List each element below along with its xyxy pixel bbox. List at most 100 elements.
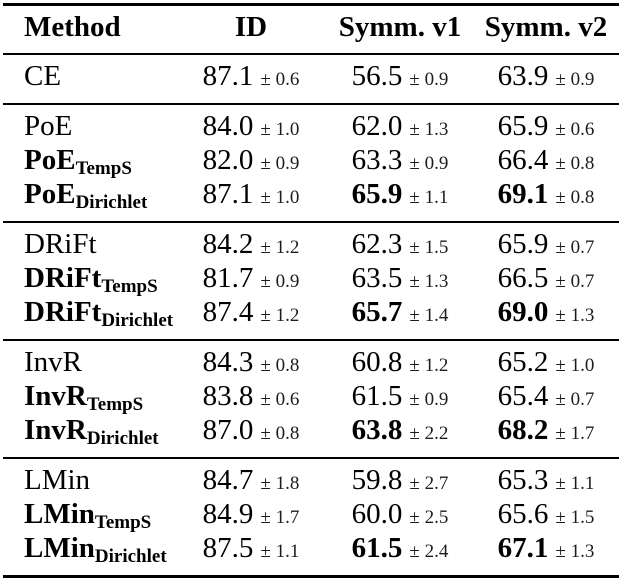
std-dev: ± 0.9 — [409, 389, 449, 410]
method-subscript: TempS — [75, 158, 132, 179]
col-header-method: Method — [24, 11, 121, 43]
std-dev: ± 0.6 — [260, 69, 300, 90]
col-header-symm-v2: Symm. v2 — [484, 11, 608, 43]
method-cell: LMin — [3, 458, 175, 499]
value-cell: 61.5 ± 0.9 — [327, 381, 473, 415]
metric-value: 62.0 — [351, 110, 403, 142]
metric-value: 65.9 — [497, 228, 549, 260]
method-label: DRiFt — [24, 262, 102, 294]
method-label: LMin — [24, 464, 91, 496]
metric-value: 87.4 — [202, 296, 254, 328]
std-dev: ± 0.9 — [409, 153, 449, 174]
metric-value: 62.3 — [351, 228, 403, 260]
std-dev: ± 1.1 — [260, 541, 300, 562]
value-cell: 62.0 ± 1.3 — [327, 104, 473, 145]
table-row: DRiFtTempS 81.7 ± 0.9 63.5 ± 1.3 66.5 ± 0.7 — [3, 263, 619, 297]
header-row: Method ID Symm. v1 Symm. v2 — [3, 5, 619, 55]
method-subscript: Dirichlet — [86, 428, 159, 449]
table-row: InvRTempS 83.8 ± 0.6 61.5 ± 0.9 65.4 ± 0.7 — [3, 381, 619, 415]
std-dev: ± 0.6 — [260, 389, 300, 410]
std-dev: ± 0.8 — [555, 153, 595, 174]
col-header-symm-v1: Symm. v1 — [338, 11, 462, 43]
value-cell: 65.3 ± 1.1 — [473, 458, 619, 499]
value-cell: 87.5 ± 1.1 — [175, 533, 327, 577]
method-cell: InvR — [3, 340, 175, 381]
value-cell: 65.9 ± 1.1 — [327, 179, 473, 222]
value-cell: 84.2 ± 1.2 — [175, 222, 327, 263]
metric-value: 84.3 — [202, 346, 254, 378]
value-cell: 63.8 ± 2.2 — [327, 415, 473, 458]
std-dev: ± 0.8 — [555, 187, 595, 208]
table-row: PoETempS 82.0 ± 0.9 63.3 ± 0.9 66.4 ± 0.8 — [3, 145, 619, 179]
table-group: PoE 84.0 ± 1.0 62.0 ± 1.3 65.9 ± 0.6 PoETempS 82… — [3, 104, 619, 222]
std-dev: ± 1.3 — [409, 271, 449, 292]
table-row: LMinDirichlet 87.5 ± 1.1 61.5 ± 2.4 67.1 ± 1.3 — [3, 533, 619, 577]
method-subscript: TempS — [86, 394, 144, 415]
value-cell: 87.4 ± 1.2 — [175, 297, 327, 340]
table-row: InvRDirichlet 87.0 ± 0.8 63.8 ± 2.2 68.2 ± 1.7 — [3, 415, 619, 458]
method-cell: LMinTempS — [3, 499, 175, 533]
metric-value: 81.7 — [202, 262, 254, 294]
metric-value: 60.8 — [351, 346, 403, 378]
std-dev: ± 0.9 — [260, 153, 300, 174]
value-cell: 60.0 ± 2.5 — [327, 499, 473, 533]
value-cell: 67.1 ± 1.3 — [473, 533, 619, 577]
metric-value: 66.5 — [497, 262, 549, 294]
std-dev: ± 0.8 — [260, 423, 300, 444]
value-cell: 81.7 ± 0.9 — [175, 263, 327, 297]
metric-value: 84.2 — [202, 228, 254, 260]
metric-value: 87.1 — [202, 60, 254, 92]
std-dev: ± 0.6 — [555, 119, 595, 140]
metric-value: 61.5 — [351, 380, 403, 412]
table-group: DRiFt 84.2 ± 1.2 62.3 ± 1.5 65.9 ± 0.7 DRiFtTem… — [3, 222, 619, 340]
method-cell: PoE — [3, 104, 175, 145]
table-row: DRiFt 84.2 ± 1.2 62.3 ± 1.5 65.9 ± 0.7 — [3, 222, 619, 263]
metric-value: 65.9 — [351, 178, 403, 210]
method-cell: LMinDirichlet — [3, 533, 175, 577]
metric-value: 84.0 — [202, 110, 254, 142]
value-cell: 87.1 ± 0.6 — [175, 54, 327, 104]
std-dev: ± 1.1 — [409, 187, 449, 208]
metric-value: 67.1 — [497, 532, 549, 564]
std-dev: ± 2.2 — [409, 423, 449, 444]
metric-value: 65.9 — [497, 110, 549, 142]
table-row: PoE 84.0 ± 1.0 62.0 ± 1.3 65.9 ± 0.6 — [3, 104, 619, 145]
method-cell: PoEDirichlet — [3, 179, 175, 222]
std-dev: ± 1.0 — [260, 119, 300, 140]
metric-value: 83.8 — [202, 380, 254, 412]
std-dev: ± 0.7 — [555, 389, 595, 410]
std-dev: ± 1.5 — [555, 507, 595, 528]
table-row: CE 87.1 ± 0.6 56.5 ± 0.9 63.9 ± 0.9 — [3, 54, 619, 104]
metric-value: 56.5 — [351, 60, 403, 92]
std-dev: ± 0.8 — [260, 355, 300, 376]
metric-value: 65.2 — [497, 346, 549, 378]
value-cell: 65.2 ± 1.0 — [473, 340, 619, 381]
std-dev: ± 1.2 — [260, 305, 300, 326]
method-cell: DRiFtTempS — [3, 263, 175, 297]
method-label: InvR — [24, 380, 87, 412]
metric-value: 61.5 — [351, 532, 403, 564]
value-cell: 66.5 ± 0.7 — [473, 263, 619, 297]
value-cell: 65.6 ± 1.5 — [473, 499, 619, 533]
std-dev: ± 1.2 — [409, 355, 449, 376]
table-row: PoEDirichlet 87.1 ± 1.0 65.9 ± 1.1 69.1 ± 0.8 — [3, 179, 619, 222]
table-row: InvR 84.3 ± 0.8 60.8 ± 1.2 65.2 ± 1.0 — [3, 340, 619, 381]
method-subscript: Dirichlet — [94, 546, 167, 567]
table-header: Method ID Symm. v1 Symm. v2 — [3, 5, 619, 55]
metric-value: 63.9 — [497, 60, 549, 92]
method-label: CE — [24, 60, 62, 92]
value-cell: 82.0 ± 0.9 — [175, 145, 327, 179]
metric-value: 65.6 — [497, 498, 549, 530]
metric-value: 69.1 — [497, 178, 549, 210]
std-dev: ± 0.9 — [260, 271, 300, 292]
std-dev: ± 1.3 — [555, 305, 595, 326]
std-dev: ± 0.7 — [555, 271, 595, 292]
table-group: LMin 84.7 ± 1.8 59.8 ± 2.7 65.3 ± 1.1 LMinTempS… — [3, 458, 619, 577]
metric-value: 66.4 — [497, 144, 549, 176]
std-dev: ± 0.7 — [555, 237, 595, 258]
value-cell: 84.7 ± 1.8 — [175, 458, 327, 499]
method-label: InvR — [24, 414, 87, 446]
method-label: PoE — [24, 178, 76, 210]
metric-value: 65.7 — [351, 296, 403, 328]
value-cell: 62.3 ± 1.5 — [327, 222, 473, 263]
